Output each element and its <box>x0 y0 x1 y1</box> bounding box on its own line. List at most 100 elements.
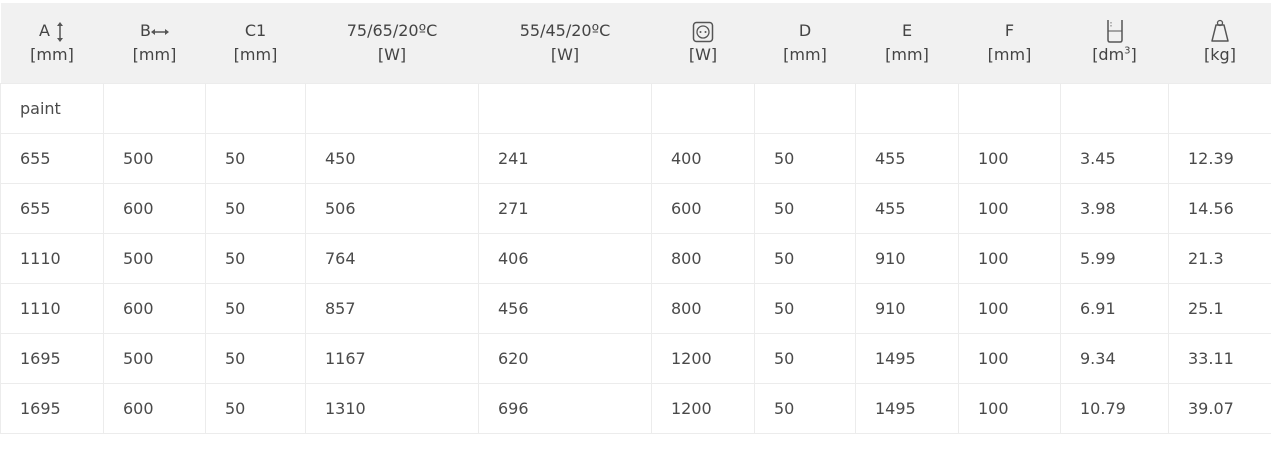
water-container-icon <box>1106 19 1124 43</box>
header-power-55: 55/45/20ºC [W] <box>479 3 652 84</box>
header-row: A [mm] B [mm] C1[mm] 75/65/20ºC[W] 55/45… <box>1 3 1271 84</box>
table-cell: 456 <box>479 284 652 334</box>
header-label: A <box>39 21 50 40</box>
table-cell: 25.1 <box>1169 284 1271 334</box>
table-cell: 600 <box>652 184 755 234</box>
table-cell: 1695 <box>1 334 104 384</box>
table-cell: 1695 <box>1 384 104 434</box>
table-cell: 50 <box>755 284 856 334</box>
header-unit: [mm] <box>988 45 1032 64</box>
table-cell: 50 <box>206 284 306 334</box>
table-cell: 1200 <box>652 334 755 384</box>
header-unit: [W] <box>689 45 717 64</box>
empty-cell <box>856 84 959 134</box>
table-cell: 1495 <box>856 334 959 384</box>
header-e: E [mm] <box>856 3 959 84</box>
header-unit-end: ] <box>1131 45 1137 64</box>
table-cell: 600 <box>104 184 206 234</box>
empty-cell <box>959 84 1061 134</box>
table-cell: 800 <box>652 284 755 334</box>
table-cell: 100 <box>959 234 1061 284</box>
header-label: C1 <box>245 21 266 40</box>
table-cell: 506 <box>306 184 479 234</box>
header-b: B [mm] <box>104 3 206 84</box>
table-cell: 12.39 <box>1169 134 1271 184</box>
table-cell: 1495 <box>856 384 959 434</box>
weight-icon <box>1210 19 1230 43</box>
table-cell: 655 <box>1 134 104 184</box>
table-cell: 50 <box>206 184 306 234</box>
table-cell: 857 <box>306 284 479 334</box>
table-cell: 241 <box>479 134 652 184</box>
header-weight: [kg] <box>1169 3 1271 84</box>
header-d: D[mm] <box>755 3 856 84</box>
header-unit: [mm] <box>30 45 74 64</box>
table-cell: 655 <box>1 184 104 234</box>
header-f: F [mm] <box>959 3 1061 84</box>
table-cell: 50 <box>755 384 856 434</box>
table-cell: 50 <box>755 234 856 284</box>
header-unit: [mm] <box>885 45 929 64</box>
table-cell: 14.56 <box>1169 184 1271 234</box>
table-cell: 400 <box>652 134 755 184</box>
spec-table: A [mm] B [mm] C1[mm] 75/65/20ºC[W] 55/45… <box>0 3 1271 434</box>
table-cell: 50 <box>755 184 856 234</box>
table-cell: 1110 <box>1 284 104 334</box>
header-unit: [W] <box>551 45 579 64</box>
table-cell: 455 <box>856 134 959 184</box>
table-cell: 1110 <box>1 234 104 284</box>
empty-cell <box>652 84 755 134</box>
table-cell: 50 <box>206 384 306 434</box>
table-cell: 21.3 <box>1169 234 1271 284</box>
header-a: A [mm] <box>1 3 104 84</box>
table-cell: 100 <box>959 334 1061 384</box>
header-electric-power: [W] <box>652 3 755 84</box>
table-cell: 764 <box>306 234 479 284</box>
empty-cell <box>206 84 306 134</box>
table-cell: 100 <box>959 384 1061 434</box>
header-unit: [W] <box>378 45 406 64</box>
table-cell: 500 <box>104 334 206 384</box>
empty-cell <box>104 84 206 134</box>
table-cell: 100 <box>959 184 1061 234</box>
table-cell: 620 <box>479 334 652 384</box>
table-cell: 1167 <box>306 334 479 384</box>
table-cell: 500 <box>104 234 206 284</box>
empty-cell <box>479 84 652 134</box>
table-cell: 696 <box>479 384 652 434</box>
header-c1: C1 [mm] <box>206 3 306 84</box>
table-cell: 500 <box>104 134 206 184</box>
header-label: B <box>140 21 151 40</box>
header-unit: [dm <box>1092 45 1124 64</box>
table-cell: 5.99 <box>1061 234 1169 284</box>
section-label: paint <box>1 84 104 134</box>
table-cell: 600 <box>104 284 206 334</box>
table-cell: 455 <box>856 184 959 234</box>
empty-cell <box>306 84 479 134</box>
table-cell: 800 <box>652 234 755 284</box>
header-unit: [mm] <box>783 45 827 64</box>
table-cell: 1310 <box>306 384 479 434</box>
header-unit: [mm] <box>234 45 278 64</box>
power-socket-icon <box>692 21 714 43</box>
table-cell: 1200 <box>652 384 755 434</box>
table-cell: 3.98 <box>1061 184 1169 234</box>
header-label: 55/45/20ºC <box>520 21 611 40</box>
table-cell: 450 <box>306 134 479 184</box>
header-volume: [dm3] <box>1061 3 1169 84</box>
table-cell: 910 <box>856 284 959 334</box>
table-cell: 100 <box>959 134 1061 184</box>
section-row: paint <box>1 84 1271 134</box>
header-label: F <box>1005 21 1014 40</box>
empty-cell <box>1169 84 1271 134</box>
horizontal-arrow-icon <box>151 27 169 37</box>
table-cell: 9.34 <box>1061 334 1169 384</box>
header-label: E <box>902 21 912 40</box>
table-cell: 271 <box>479 184 652 234</box>
vertical-arrow-icon <box>55 21 65 43</box>
